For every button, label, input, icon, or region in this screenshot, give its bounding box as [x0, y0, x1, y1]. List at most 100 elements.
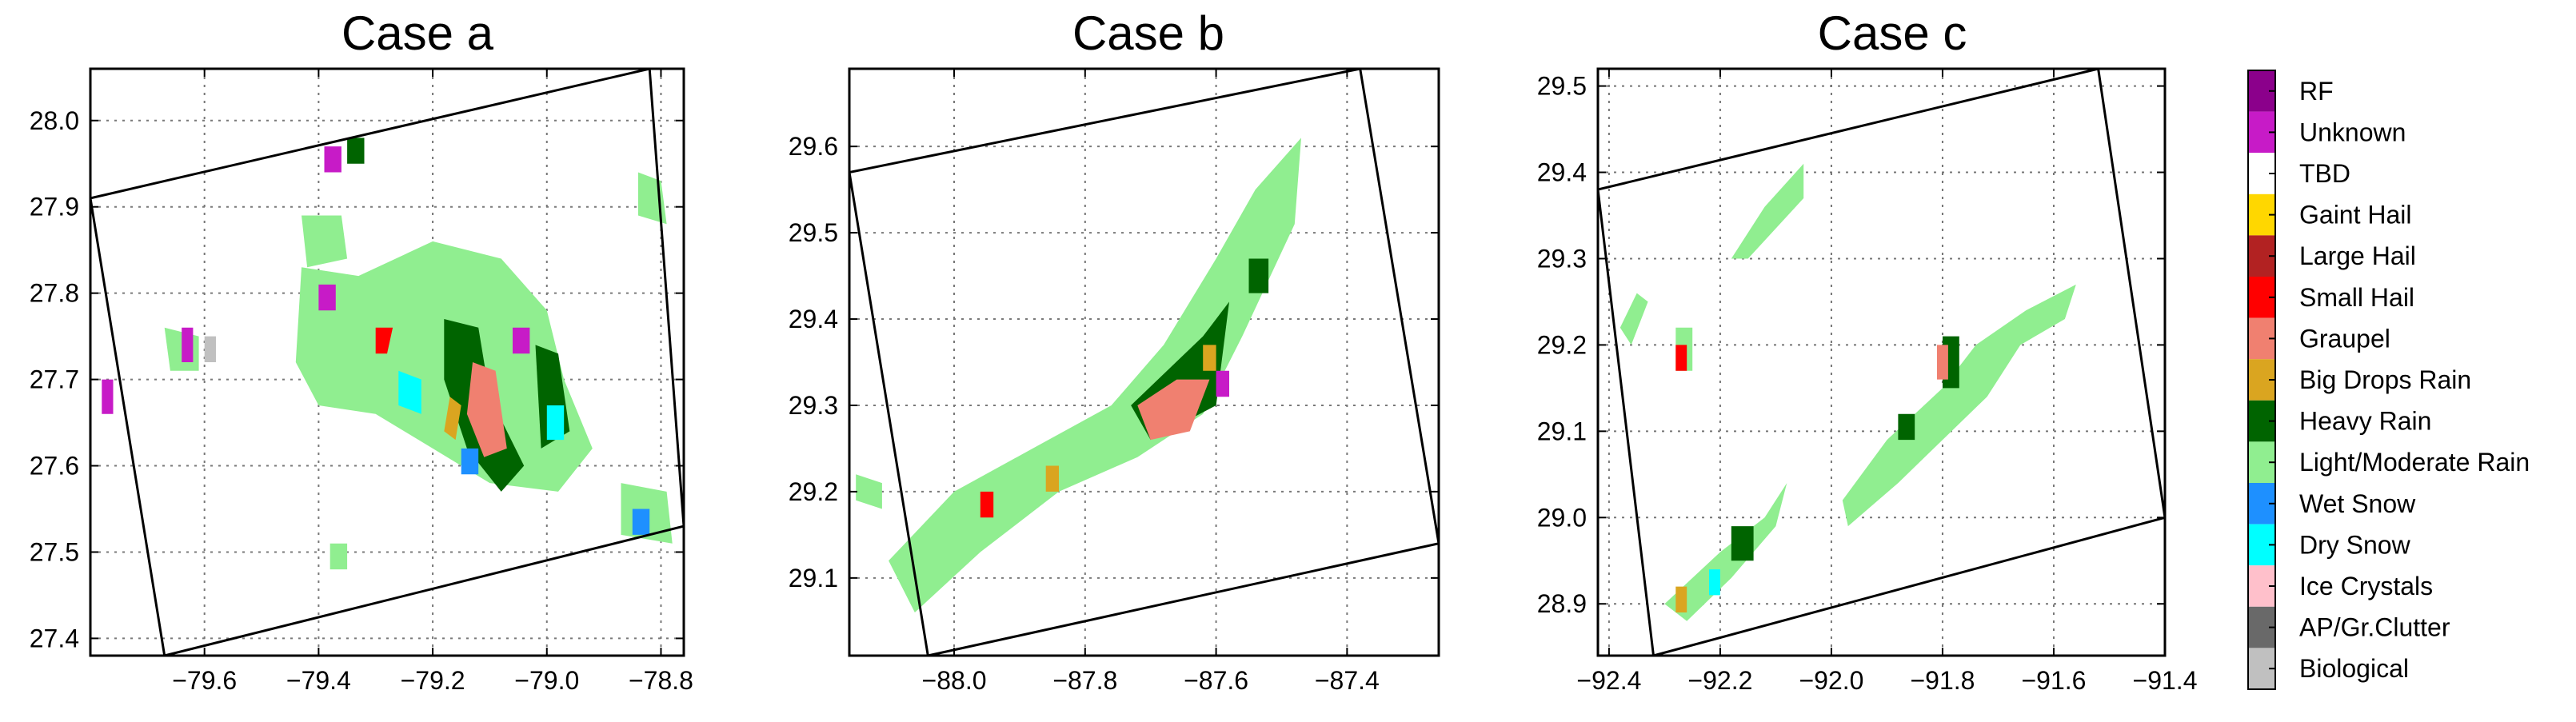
region-unknown — [102, 379, 114, 414]
region-light-moderate-rain — [1842, 284, 2076, 527]
region-light-moderate-rain — [637, 172, 667, 225]
panel-title: Case b — [1072, 6, 1224, 60]
y-tick-label: 27.6 — [30, 452, 79, 481]
scan-boundary — [1598, 69, 2165, 656]
x-tick-label: −79.6 — [172, 666, 237, 695]
region-big-drops-rain — [1045, 465, 1059, 492]
region-wet-snow — [461, 448, 479, 475]
legend-label: Ice Crystals — [2299, 572, 2433, 600]
region-light-moderate-rain — [1619, 293, 1648, 345]
y-tick-label: 28.0 — [30, 106, 79, 135]
region-dry-snow — [398, 370, 421, 414]
x-tick-label: −79.0 — [514, 666, 579, 695]
y-tick-label: 29.5 — [789, 218, 838, 247]
region-light-moderate-rain — [889, 138, 1301, 612]
x-tick-label: −87.6 — [1184, 666, 1248, 695]
region-unknown — [182, 327, 194, 362]
x-tick-label: −78.8 — [629, 666, 693, 695]
scan-boundary — [849, 69, 1439, 656]
region-heavy-rain — [1248, 258, 1269, 293]
y-tick-label: 29.1 — [1537, 417, 1587, 445]
legend-label: Unknown — [2299, 118, 2406, 146]
panel-3: Case c −92.4 −92.2 −92.0 −91.8 −91.6 −91.4 28.9… — [1537, 6, 2198, 695]
y-tick-label: 29.0 — [1537, 503, 1587, 532]
region-big-drops-rain — [444, 397, 461, 441]
legend-label: Light/Moderate Rain — [2299, 448, 2530, 477]
y-tick-label: 29.3 — [1537, 244, 1587, 273]
hydrometeor-field — [856, 138, 1301, 612]
legend-label: TBD — [2299, 159, 2350, 188]
region-graupel — [466, 362, 507, 457]
plot-frame — [1596, 67, 2167, 657]
panel-2: Case b −88.0 −87.8 −87.6 −87.4 29.1 29.2 29.3 29… — [789, 6, 1440, 695]
hydrometeor-field — [102, 138, 673, 570]
region-light-moderate-rain — [856, 474, 882, 509]
region-heavy-rain — [1731, 526, 1754, 561]
region-dry-snow — [546, 405, 565, 441]
y-tick-label: 27.5 — [30, 537, 79, 566]
region-big-drops-rain — [1203, 345, 1216, 371]
x-tick-label: −79.2 — [401, 666, 465, 695]
region-graupel — [1937, 345, 1948, 380]
panel-title: Case a — [341, 6, 494, 60]
x-tick-label: −91.6 — [2021, 666, 2086, 695]
region-unknown — [513, 327, 530, 354]
region-heavy-rain — [1898, 413, 1915, 441]
y-tick-label: 29.6 — [789, 132, 838, 161]
panel-1: Case a −79.6 −79.4 −79.2 −79.0 −78.8 27.4 27.5 2… — [30, 6, 693, 695]
region-light-moderate-rain — [329, 543, 348, 570]
y-tick-label: 29.4 — [789, 305, 838, 333]
region-big-drops-rain — [1675, 586, 1687, 612]
legend-label: Small Hail — [2299, 283, 2414, 312]
legend-label: AP/Gr.Clutter — [2299, 613, 2450, 642]
x-tick-label: −87.4 — [1315, 666, 1380, 695]
x-tick-label: −88.0 — [922, 666, 987, 695]
x-tick-label: −92.0 — [1799, 666, 1863, 695]
y-tick-label: 27.7 — [30, 365, 79, 394]
hydrometeor-field — [1619, 163, 2076, 621]
y-tick-label: 29.3 — [789, 391, 838, 420]
x-tick-label: −79.4 — [286, 666, 351, 695]
y-tick-label: 27.9 — [30, 193, 79, 221]
legend-label: Heavy Rain — [2299, 407, 2431, 436]
x-tick-label: −92.2 — [1687, 666, 1752, 695]
y-tick-label: 27.4 — [30, 624, 79, 652]
x-tick-label: −91.8 — [1910, 666, 1975, 695]
scan-boundary — [90, 69, 684, 656]
region-small-hail — [980, 491, 994, 518]
region-heavy-rain — [347, 138, 365, 164]
region-unknown — [318, 284, 336, 311]
legend-label: Big Drops Rain — [2299, 365, 2471, 394]
region-biological — [204, 336, 216, 362]
y-tick-label: 29.2 — [789, 477, 838, 506]
y-tick-label: 29.2 — [1537, 330, 1587, 359]
panel-title: Case c — [1818, 6, 1967, 60]
legend-label: Dry Snow — [2299, 530, 2411, 559]
legend-label: Large Hail — [2299, 241, 2416, 270]
legend-frame — [2247, 70, 2276, 690]
region-light-moderate-rain — [302, 215, 348, 268]
y-tick-label: 29.4 — [1537, 158, 1587, 187]
y-tick-label: 28.9 — [1537, 589, 1587, 618]
region-graupel — [1137, 379, 1210, 441]
region-dry-snow — [1709, 569, 1720, 596]
region-light-moderate-rain — [1664, 483, 1787, 621]
legend-label: Wet Snow — [2299, 489, 2416, 518]
legend: RF Unknown TBD Gaint Hail Large Hail Small Ha… — [2247, 70, 2530, 690]
legend-label: Biological — [2299, 654, 2409, 683]
legend-label: Graupel — [2299, 324, 2390, 353]
x-tick-label: −91.4 — [2133, 666, 2198, 695]
plot-frame — [848, 67, 1440, 657]
region-unknown — [1216, 370, 1229, 397]
x-tick-label: −92.4 — [1576, 666, 1641, 695]
region-small-hail — [1675, 345, 1687, 371]
region-light-moderate-rain — [1731, 163, 1804, 259]
y-tick-label: 29.1 — [789, 564, 838, 592]
region-light-moderate-rain — [164, 327, 199, 371]
plot-frame — [89, 67, 685, 657]
legend-label: RF — [2299, 77, 2334, 106]
y-tick-label: 29.5 — [1537, 72, 1587, 101]
legend-label: Gaint Hail — [2299, 201, 2412, 229]
x-tick-label: −87.8 — [1052, 666, 1117, 695]
